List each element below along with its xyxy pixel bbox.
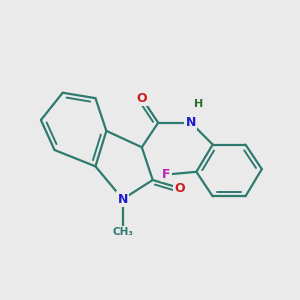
Text: H: H: [194, 99, 204, 109]
Text: CH₃: CH₃: [112, 227, 133, 237]
Text: O: O: [175, 182, 185, 195]
Text: O: O: [136, 92, 147, 105]
Text: N: N: [186, 116, 196, 129]
Text: F: F: [162, 168, 171, 181]
Text: N: N: [118, 193, 128, 206]
